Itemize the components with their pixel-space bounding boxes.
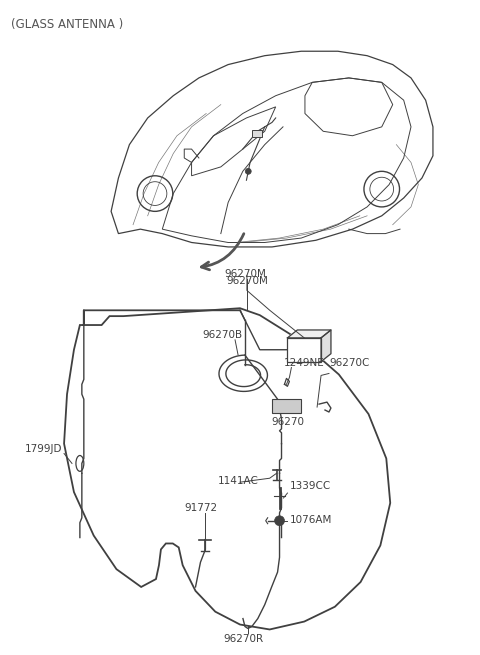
Text: 91772: 91772	[184, 503, 217, 513]
Polygon shape	[321, 330, 331, 362]
Polygon shape	[288, 330, 331, 338]
Text: 96270: 96270	[272, 417, 305, 427]
Circle shape	[275, 515, 285, 526]
Text: (GLASS ANTENNA ): (GLASS ANTENNA )	[11, 18, 123, 31]
Text: 96270C: 96270C	[329, 358, 369, 367]
Text: 1799JD: 1799JD	[24, 443, 62, 453]
Text: 1076AM: 1076AM	[289, 515, 332, 525]
Text: 96270M: 96270M	[226, 276, 268, 286]
Bar	[252, 130, 263, 138]
Text: 1141AC: 1141AC	[218, 476, 259, 486]
Text: 96270M: 96270M	[224, 269, 266, 278]
Text: 1249NE: 1249NE	[284, 358, 324, 367]
Text: 96270R: 96270R	[223, 635, 263, 645]
Bar	[272, 399, 301, 413]
Text: 96270B: 96270B	[202, 330, 242, 340]
Circle shape	[245, 168, 251, 174]
Bar	[288, 338, 321, 362]
Text: 1339CC: 1339CC	[289, 481, 331, 491]
